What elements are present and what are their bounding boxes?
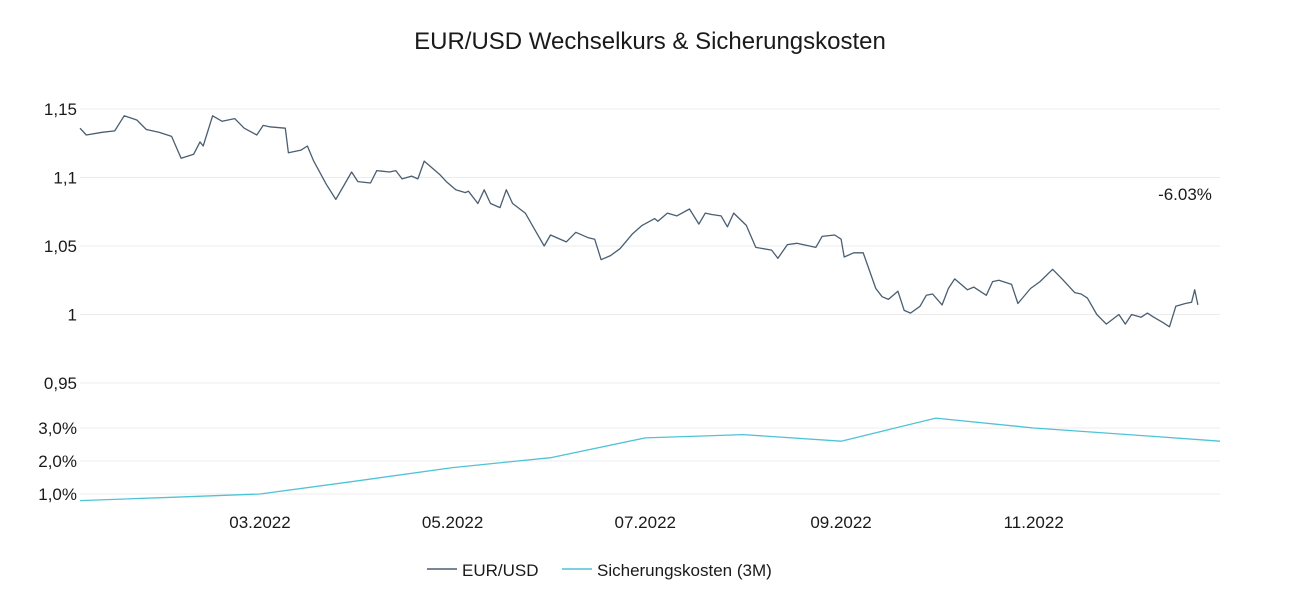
series-line-eurusd — [79, 115, 1199, 328]
legend-label-hedging-cost: Sicherungskosten (3M) — [597, 561, 772, 580]
legend-label-eurusd: EUR/USD — [462, 561, 539, 580]
y-tick-label: 1,1 — [53, 169, 77, 188]
y-tick-label: 1 — [68, 306, 77, 325]
gridlines-top — [80, 108, 1220, 384]
y-tick-label: 2,0% — [38, 452, 77, 471]
chart-title: EUR/USD Wechselkurs & Sicherungskosten — [414, 28, 886, 55]
x-tick-label: 09.2022 — [810, 513, 871, 532]
y-axis-bottom: 1,0% 2,0% 3,0% — [38, 419, 77, 504]
x-tick-label: 03.2022 — [229, 513, 290, 532]
x-tick-label: 11.2022 — [1004, 513, 1064, 532]
legend: EUR/USD Sicherungskosten (3M) — [427, 561, 772, 580]
x-tick-label: 05.2022 — [422, 513, 483, 532]
series-lines — [79, 115, 1221, 502]
y-tick-label: 1,15 — [44, 100, 77, 119]
y-tick-label: 1,0% — [38, 485, 77, 504]
y-tick-label: 3,0% — [38, 419, 77, 438]
y-tick-label: 0,95 — [44, 374, 77, 393]
change-annotation: -6.03% — [1158, 185, 1212, 204]
series-line-hedging-cost — [79, 417, 1221, 502]
y-tick-label: 1,05 — [44, 237, 77, 256]
x-tick-label: 07.2022 — [615, 513, 676, 532]
y-axis-top: 1,15 1,1 1,05 1 0,95 — [44, 100, 77, 393]
x-axis: 03.2022 05.2022 07.2022 09.2022 11.2022 — [229, 513, 1064, 532]
